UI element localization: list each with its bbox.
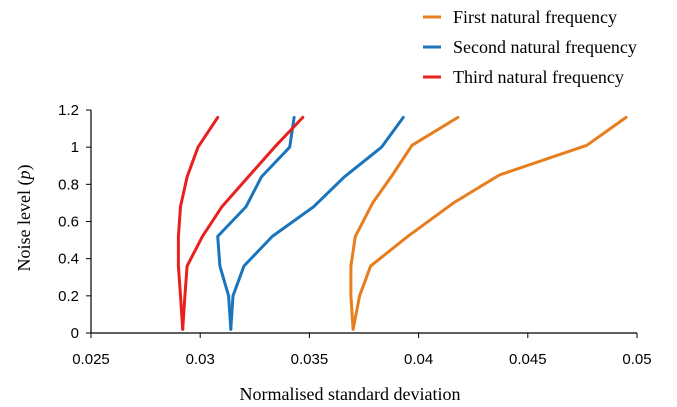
series-line bbox=[216, 115, 296, 331]
series-line bbox=[349, 115, 460, 331]
y-tick-label: 1 bbox=[71, 139, 79, 156]
series-line bbox=[181, 115, 305, 331]
x-tick-label: 0.045 bbox=[509, 351, 547, 368]
y-tick-label: 1.2 bbox=[58, 102, 79, 119]
x-tick-label: 0.03 bbox=[186, 351, 215, 368]
x-ticks: 0.025 0.03 0.035 0.04 0.045 0.05 bbox=[72, 333, 652, 368]
series-line bbox=[176, 115, 220, 331]
x-tick-label: 0.04 bbox=[404, 351, 433, 368]
x-tick-label: 0.025 bbox=[72, 351, 110, 368]
y-tick-label: 0.8 bbox=[58, 176, 79, 193]
y-axis-title-close: ) bbox=[14, 165, 35, 171]
legend: First natural frequency Second natural fr… bbox=[423, 7, 637, 87]
series-group bbox=[349, 115, 628, 331]
series-group bbox=[216, 115, 405, 331]
x-axis-title: Normalised standard deviation bbox=[240, 384, 461, 404]
legend-label: Second natural frequency bbox=[453, 37, 637, 57]
x-tick-label: 0.05 bbox=[622, 351, 651, 368]
y-axis-title-variable: p bbox=[14, 171, 34, 182]
legend-label: Third natural frequency bbox=[453, 67, 624, 87]
axes-layer: 0.025 0.03 0.035 0.04 0.045 0.05 0 0.2 0.4 0.6 0.… bbox=[58, 102, 651, 368]
x-tick-label: 0.035 bbox=[291, 351, 329, 368]
series-layer bbox=[176, 115, 628, 331]
y-tick-label: 0.6 bbox=[58, 214, 79, 231]
series-group bbox=[176, 115, 305, 331]
y-tick-label: 0 bbox=[71, 325, 79, 342]
y-tick-label: 0.4 bbox=[58, 251, 79, 268]
y-axis-title: Noise level (p) bbox=[14, 165, 35, 272]
y-ticks: 0 0.2 0.4 0.6 0.8 1 1.2 bbox=[58, 102, 91, 342]
y-tick-label: 0.2 bbox=[58, 288, 79, 305]
series-line bbox=[229, 115, 405, 331]
series-line bbox=[351, 115, 628, 331]
legend-label: First natural frequency bbox=[453, 7, 617, 27]
y-axis-title-main: Noise level ( bbox=[14, 180, 35, 272]
